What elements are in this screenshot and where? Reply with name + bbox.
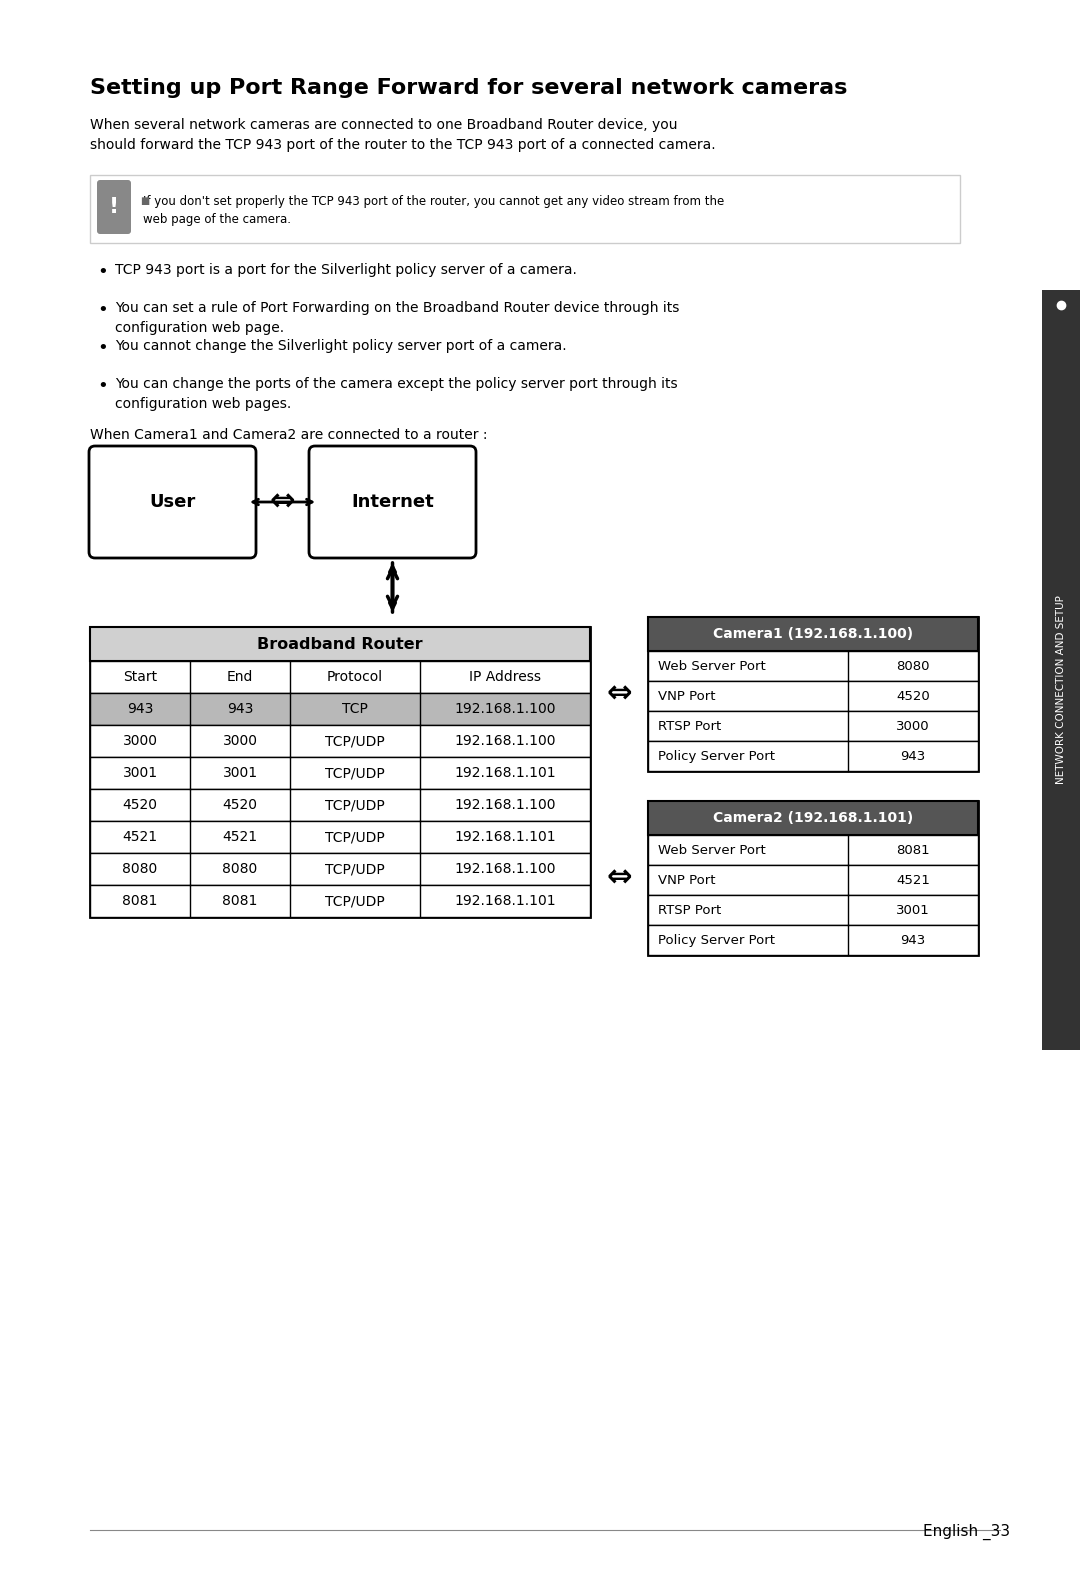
Text: ■: ■ (140, 196, 149, 206)
Text: 192.168.1.101: 192.168.1.101 (455, 894, 556, 908)
Text: Policy Server Port: Policy Server Port (658, 749, 775, 762)
Bar (90, 693, 590, 724)
Bar (648, 895, 978, 925)
Bar (648, 680, 978, 712)
FancyBboxPatch shape (89, 446, 256, 558)
Text: 4521: 4521 (896, 873, 930, 886)
Bar (90, 757, 590, 789)
Text: Camera1 (192.168.1.100): Camera1 (192.168.1.100) (713, 627, 913, 641)
Text: Internet: Internet (351, 493, 434, 511)
Text: RTSP Port: RTSP Port (658, 903, 721, 916)
Text: •: • (97, 262, 108, 281)
Bar (90, 822, 590, 853)
Text: TCP/UDP: TCP/UDP (325, 829, 384, 844)
Text: VNP Port: VNP Port (658, 873, 715, 886)
Text: TCP/UDP: TCP/UDP (325, 798, 384, 812)
Bar (648, 617, 978, 771)
Bar (90, 661, 590, 693)
Bar (90, 789, 590, 822)
Text: 3001: 3001 (222, 767, 257, 779)
Text: You cannot change the Silverlight policy server port of a camera.: You cannot change the Silverlight policy… (114, 339, 567, 353)
Text: !: ! (109, 196, 119, 217)
Bar (648, 836, 978, 866)
Text: •: • (97, 302, 108, 319)
Text: 4521: 4521 (122, 829, 158, 844)
Text: 943: 943 (901, 933, 926, 946)
Text: 943: 943 (901, 749, 926, 762)
Text: If you don't set properly the TCP 943 port of the router, you cannot get any vid: If you don't set properly the TCP 943 po… (143, 195, 725, 226)
Text: Broadband Router: Broadband Router (257, 636, 422, 652)
Text: 8080: 8080 (896, 660, 930, 672)
Bar (648, 925, 978, 955)
Text: 4520: 4520 (896, 690, 930, 702)
Text: 3001: 3001 (896, 903, 930, 916)
Text: 3000: 3000 (222, 734, 257, 748)
Bar (90, 627, 590, 917)
Bar (648, 801, 978, 955)
Text: 4520: 4520 (222, 798, 257, 812)
Text: Camera2 (192.168.1.101): Camera2 (192.168.1.101) (713, 811, 913, 825)
Bar (648, 712, 978, 742)
Text: 8080: 8080 (222, 862, 258, 877)
Text: Web Server Port: Web Server Port (658, 844, 766, 856)
Text: 192.168.1.100: 192.168.1.100 (455, 702, 556, 716)
Bar (90, 853, 590, 884)
Text: TCP/UDP: TCP/UDP (325, 767, 384, 779)
Text: 3000: 3000 (896, 720, 930, 732)
Bar (90, 724, 590, 757)
FancyBboxPatch shape (97, 181, 131, 234)
Text: 4520: 4520 (122, 798, 158, 812)
Bar (90, 174, 960, 244)
Text: English _33: English _33 (923, 1524, 1010, 1540)
Text: NETWORK CONNECTION AND SETUP: NETWORK CONNECTION AND SETUP (1056, 595, 1066, 784)
Text: TCP: TCP (342, 702, 368, 716)
Text: 8081: 8081 (122, 894, 158, 908)
Text: Protocol: Protocol (327, 669, 383, 683)
Text: RTSP Port: RTSP Port (658, 720, 721, 732)
Text: 943: 943 (126, 702, 153, 716)
Text: User: User (149, 493, 195, 511)
Text: IP Address: IP Address (469, 669, 541, 683)
Text: TCP/UDP: TCP/UDP (325, 734, 384, 748)
Text: 192.168.1.100: 192.168.1.100 (455, 734, 556, 748)
Text: TCP/UDP: TCP/UDP (325, 894, 384, 908)
Text: Policy Server Port: Policy Server Port (658, 933, 775, 946)
Text: 8080: 8080 (122, 862, 158, 877)
Text: •: • (97, 339, 108, 357)
Text: TCP/UDP: TCP/UDP (325, 862, 384, 877)
Text: 192.168.1.101: 192.168.1.101 (455, 767, 556, 779)
Text: ⇔: ⇔ (606, 680, 632, 709)
Text: •: • (97, 377, 108, 394)
Text: VNP Port: VNP Port (658, 690, 715, 702)
Text: You can change the ports of the camera except the policy server port through its: You can change the ports of the camera e… (114, 377, 677, 410)
Text: Web Server Port: Web Server Port (658, 660, 766, 672)
Bar (90, 884, 590, 917)
Text: When several network cameras are connected to one Broadband Router device, you
s: When several network cameras are connect… (90, 118, 716, 151)
Text: End: End (227, 669, 253, 683)
Bar (90, 627, 590, 661)
Text: 8081: 8081 (222, 894, 258, 908)
Text: 4521: 4521 (222, 829, 257, 844)
Text: You can set a rule of Port Forwarding on the Broadband Router device through its: You can set a rule of Port Forwarding on… (114, 302, 679, 335)
Bar (648, 801, 978, 836)
Bar (648, 650, 978, 680)
Text: 192.168.1.101: 192.168.1.101 (455, 829, 556, 844)
Text: 192.168.1.100: 192.168.1.100 (455, 798, 556, 812)
Text: ⇔: ⇔ (606, 864, 632, 892)
Text: TCP 943 port is a port for the Silverlight policy server of a camera.: TCP 943 port is a port for the Silverlig… (114, 262, 577, 276)
FancyBboxPatch shape (309, 446, 476, 558)
Text: 943: 943 (227, 702, 253, 716)
Bar (648, 866, 978, 895)
Text: When Camera1 and Camera2 are connected to a router :: When Camera1 and Camera2 are connected t… (90, 427, 487, 441)
Text: Setting up Port Range Forward for several network cameras: Setting up Port Range Forward for severa… (90, 79, 848, 97)
Text: 3001: 3001 (122, 767, 158, 779)
Bar (648, 617, 978, 650)
Text: 3000: 3000 (122, 734, 158, 748)
Text: 192.168.1.100: 192.168.1.100 (455, 862, 556, 877)
Bar (648, 742, 978, 771)
Text: Start: Start (123, 669, 157, 683)
Bar (1042, 291, 1080, 1049)
Text: 8081: 8081 (896, 844, 930, 856)
Text: ⇔: ⇔ (270, 487, 295, 517)
